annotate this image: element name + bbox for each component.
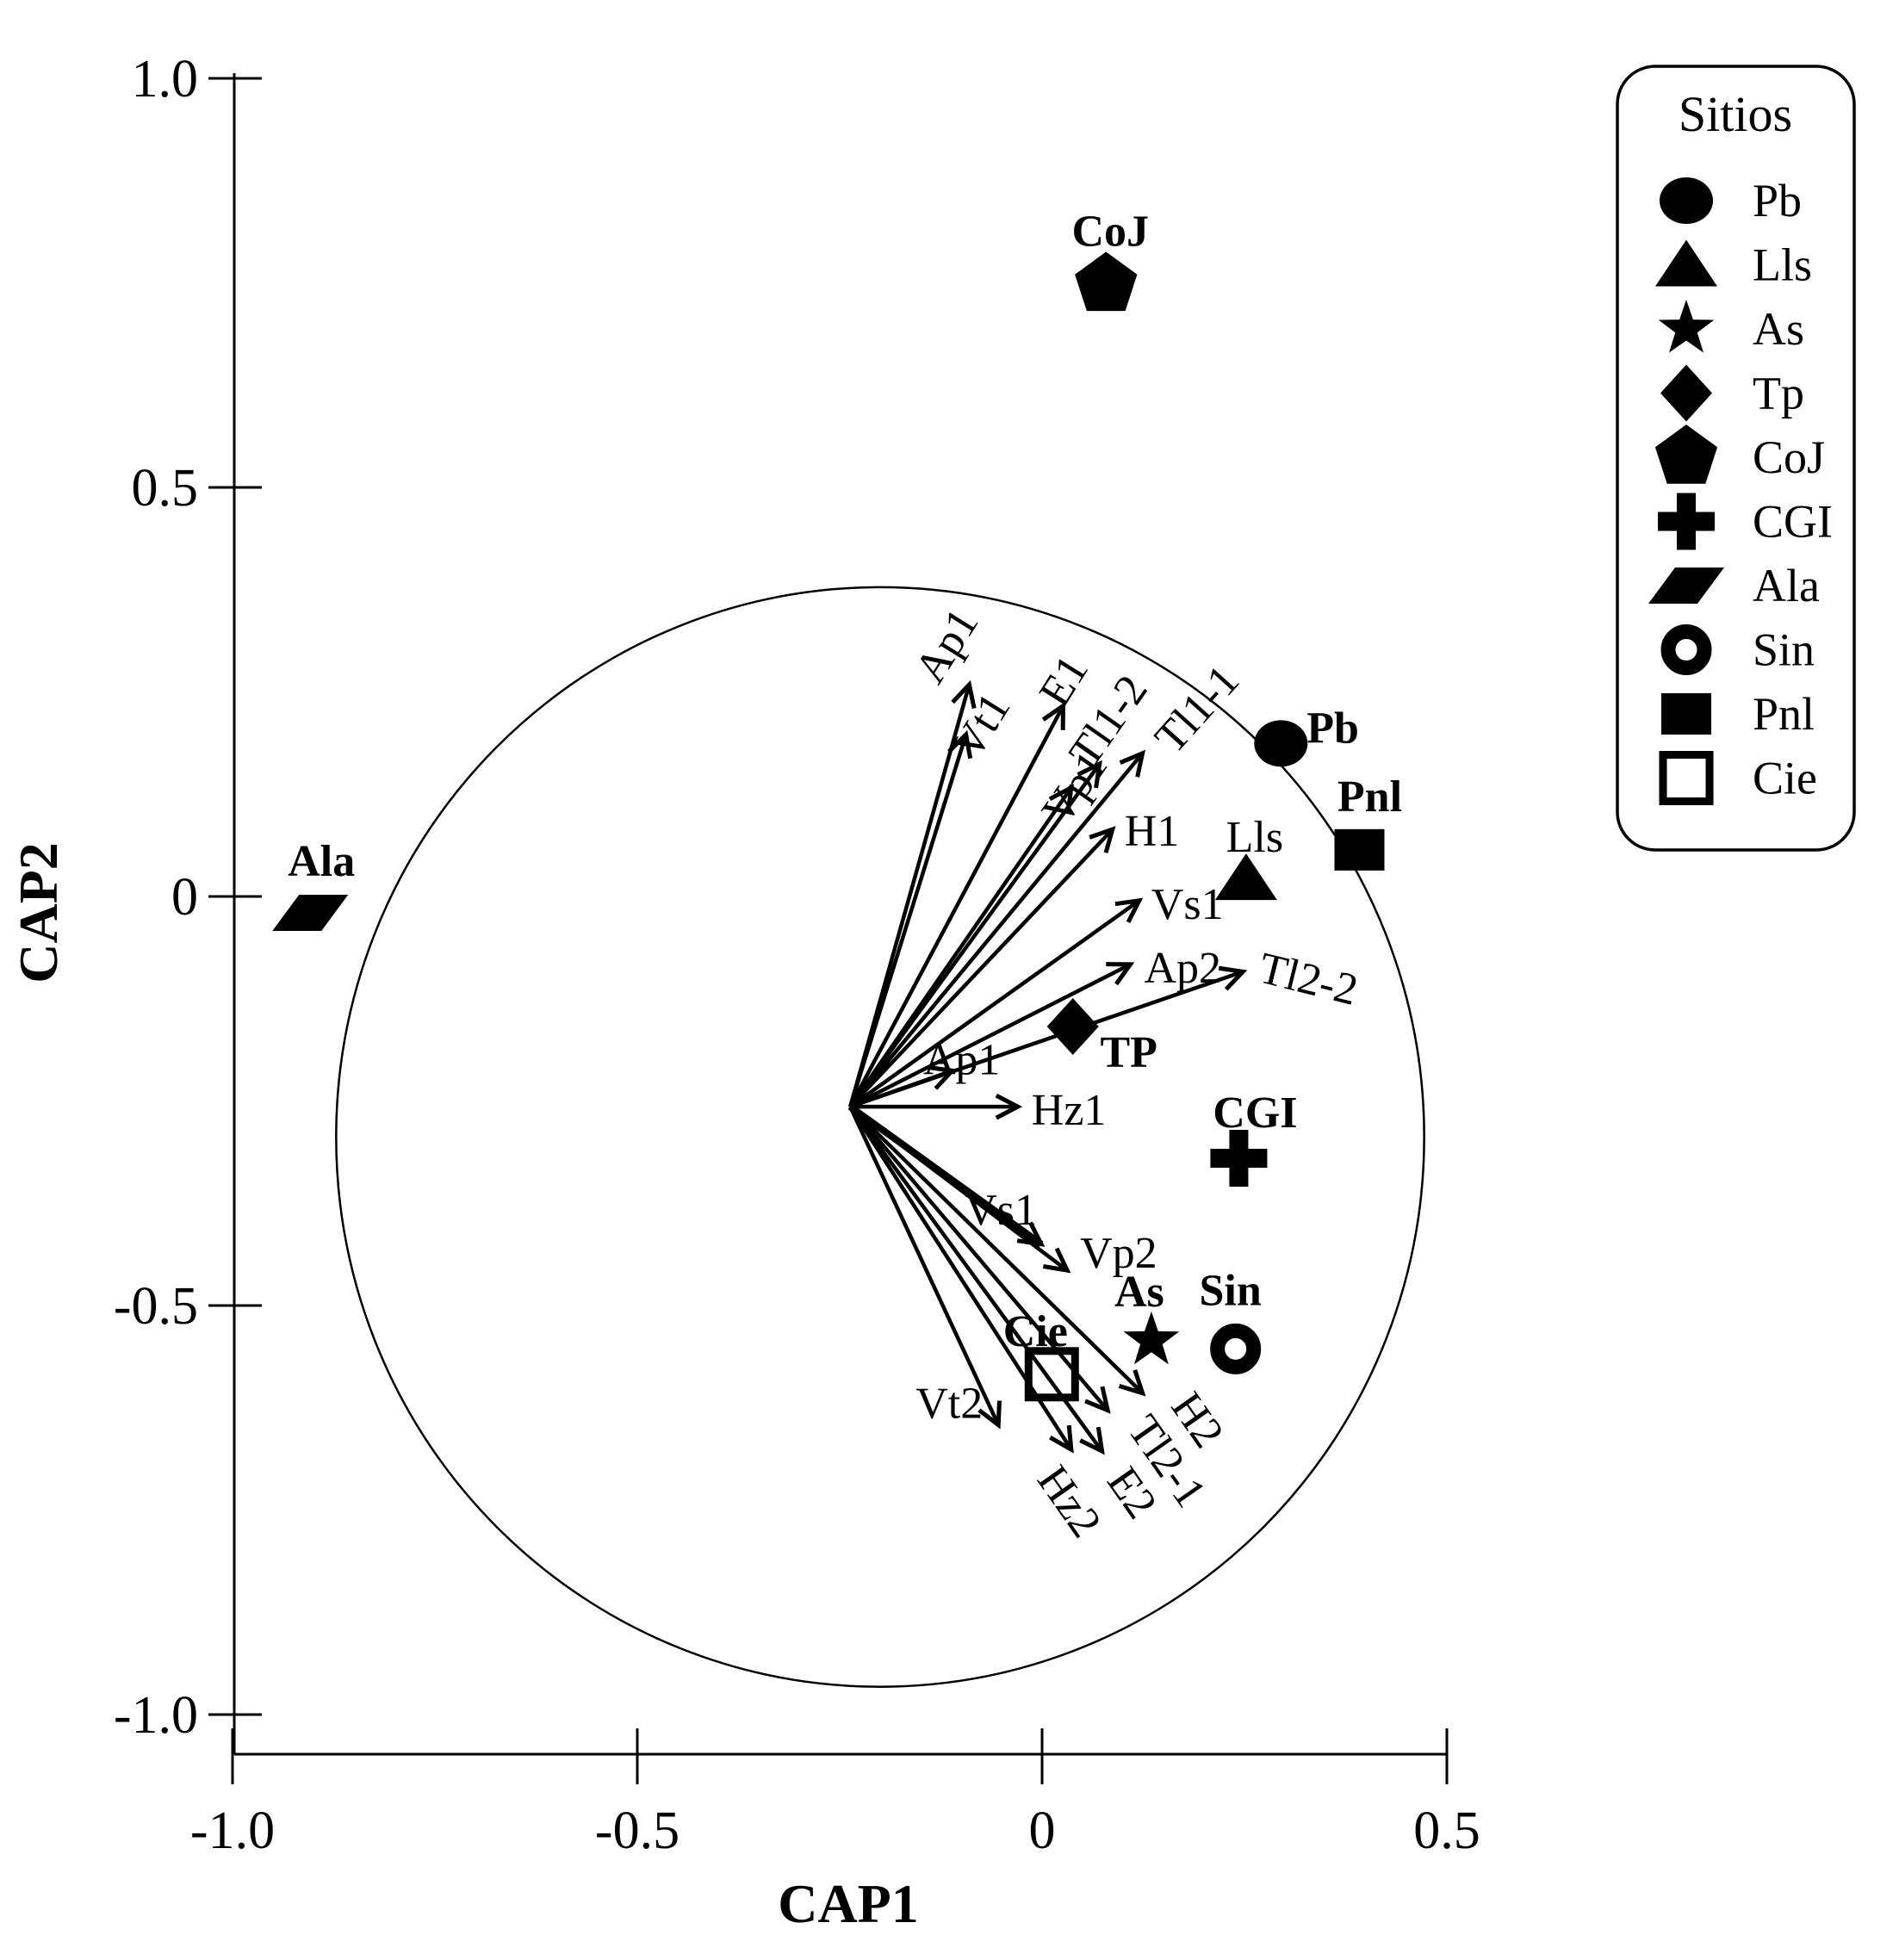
site-Sin-label: Sin <box>1200 1266 1262 1315</box>
site-Pb-marker <box>1254 720 1308 767</box>
correlation-circle-layer <box>335 586 1425 1688</box>
correlation-circle <box>335 586 1425 1688</box>
site-Ala-label: Ala <box>288 837 355 886</box>
legend-item-Sin: Sin <box>1660 624 1815 676</box>
legend-item-As-label: As <box>1753 303 1804 355</box>
legend-item-Ala-label: Ala <box>1753 560 1820 611</box>
legend-parallelogram-icon <box>1648 568 1724 604</box>
legend-item-CGI: CGI <box>1658 493 1833 550</box>
site-As-label: As <box>1114 1268 1164 1317</box>
legend-item-Sin-label: Sin <box>1753 624 1815 676</box>
x-tick-label--0.5: -0.5 <box>595 1802 680 1860</box>
site-TP-marker <box>1046 998 1099 1056</box>
x-tick-label-0: 0 <box>1029 1802 1056 1860</box>
vector-H1-label: H1 <box>1125 807 1180 856</box>
legend-pentagon-icon <box>1654 425 1718 484</box>
legend-item-Lls: Lls <box>1655 239 1812 291</box>
y-tick-label-0.5: 0.5 <box>132 459 199 518</box>
site-Pnl-label: Pnl <box>1337 772 1402 822</box>
x-tick-label--1.0: -1.0 <box>190 1802 275 1860</box>
legend-star-icon <box>1658 300 1715 353</box>
vector-Vp2-label: Vp2 <box>1080 1229 1157 1278</box>
legend-triangle-icon <box>1655 239 1717 287</box>
legend-item-Tp: Tp <box>1660 364 1804 422</box>
vector-Tl2-1-arrow <box>848 1105 1111 1414</box>
legend-item-Cie-label: Cie <box>1753 753 1817 804</box>
legend-square-icon <box>1661 693 1711 735</box>
legend-item-Tp-label: Tp <box>1753 368 1804 419</box>
vector-Vs1-label: Vs1 <box>1151 880 1224 929</box>
site-CGI-label: CGI <box>1213 1089 1297 1138</box>
y-axis-title: CAP2 <box>8 842 69 983</box>
legend-circle-icon <box>1660 177 1713 224</box>
site-CoJ-marker <box>1075 251 1138 312</box>
legend-item-Pnl-label: Pnl <box>1753 688 1815 740</box>
site-Sin-marker <box>1210 1323 1262 1374</box>
legend-donut-icon <box>1660 624 1712 675</box>
vector-Hz2-arrow <box>848 1105 1074 1454</box>
x-axis-title: CAP1 <box>778 1873 919 1934</box>
vector-Ap2-label: Ap2 <box>1144 944 1221 993</box>
vector-Vt1-arrow <box>848 729 973 1107</box>
legend-item-As: As <box>1658 300 1804 355</box>
site-Cie-marker <box>1024 1347 1079 1402</box>
axes-layer: 1.0 0.5 0 -0.5 -1.0 -1.0 -0.5 0 0.5 CAP1 CAP2 <box>8 50 1480 1934</box>
vector-Tl1-1-arrow <box>848 749 1146 1108</box>
site-CoJ-label: CoJ <box>1071 207 1149 256</box>
legend-item-Ala: Ala <box>1648 560 1820 611</box>
legend-item-Lls-label: Lls <box>1753 239 1812 291</box>
y-tick-label-0: 0 <box>171 868 198 927</box>
legend-item-Cie: Cie <box>1659 751 1817 805</box>
x-tick-label-0.5: 0.5 <box>1413 1802 1480 1860</box>
site-Lls-label: Lls <box>1226 813 1283 862</box>
y-tick-label--1.0: -1.0 <box>114 1686 198 1745</box>
y-tick-label-1.0: 1.0 <box>132 50 199 109</box>
y-tick-label--0.5: -0.5 <box>114 1277 198 1336</box>
site-Lls-marker <box>1214 853 1277 901</box>
legend-title: Sitios <box>1679 86 1792 142</box>
site-CGI-marker <box>1210 1130 1268 1187</box>
legend-item-CoJ-label: CoJ <box>1753 431 1825 483</box>
vector-Vp1-arrow <box>848 784 1074 1108</box>
site-Pb-label: Pb <box>1306 704 1359 753</box>
vector-Ap2-arrow <box>849 962 1135 1109</box>
legend-item-CGI-label: CGI <box>1753 496 1833 548</box>
vector-Vp2-arrow <box>848 1105 1071 1274</box>
legend-item-CoJ: CoJ <box>1654 425 1825 484</box>
site-As-marker <box>1123 1311 1180 1365</box>
legend-layer: Sitios Pb Lls As Tp CoJ CGI Ala Sin Pnl Cie <box>1616 65 1856 852</box>
legend-diamond-icon <box>1660 364 1712 422</box>
site-Pnl-marker <box>1334 828 1385 871</box>
legend-item-Pb: Pb <box>1660 175 1802 226</box>
legend-plus-icon <box>1658 493 1715 550</box>
vector-Vs1-label: Vs1 <box>965 1186 1037 1235</box>
legend-item-Pnl: Pnl <box>1661 688 1815 740</box>
vector-E1-arrow <box>848 701 1065 1108</box>
vector-H1-arrow <box>848 826 1116 1108</box>
site-Cie-label: Cie <box>1003 1307 1068 1356</box>
site-TP-label: TP <box>1100 1028 1157 1077</box>
vector-Vt2-arrow <box>848 1106 1002 1430</box>
legend-open-square-icon <box>1659 751 1714 805</box>
vector-Vs1-arrow <box>848 897 1144 1108</box>
site-Ala-marker <box>272 895 349 931</box>
vector-Ap1-arrow <box>849 1064 957 1109</box>
vector-Hz1-label: Hz1 <box>1032 1086 1107 1135</box>
site-marker-layer: CoJ Pb Pnl Lls Ala TP CGI As Sin Cie <box>272 207 1402 1402</box>
vector-Ap1-label: Ap1 <box>923 1035 1001 1084</box>
vector-arrow-layer <box>847 679 1248 1455</box>
legend-item-Pb-label: Pb <box>1753 175 1802 226</box>
vector-Vt2-label: Vt2 <box>915 1380 983 1429</box>
vector-H2-arrow <box>848 1105 1146 1397</box>
